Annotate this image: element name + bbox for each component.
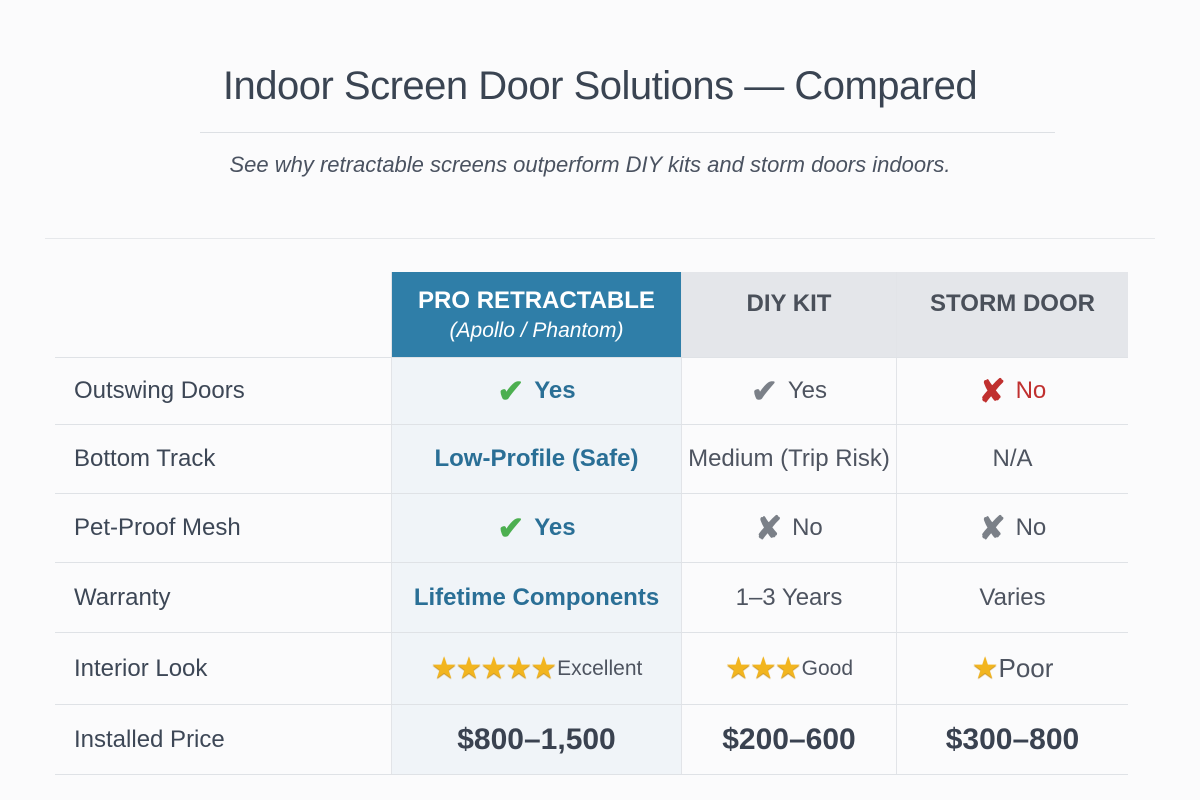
table-cell: Low-Profile (Safe) [392, 425, 682, 493]
cell-text: Yes [787, 377, 827, 404]
table-cell: N/A [897, 425, 1128, 493]
table-cell: Varies [897, 563, 1128, 632]
table-cell: ✔ Yes [392, 358, 682, 424]
cell-text: 1–3 Years [735, 583, 843, 611]
table-cell: 1–3 Years [682, 563, 897, 632]
table-header: PRO RETRACTABLE (Apollo / Phantom) DIY K… [55, 272, 1128, 358]
divider [45, 238, 1155, 239]
header-storm-door: STORM DOOR [897, 272, 1128, 357]
cell-text: Poor [998, 653, 1054, 683]
table-cell: $800–1,500 [392, 705, 682, 774]
cell-text: Lifetime Components [413, 583, 660, 611]
table-cell: $300–800 [897, 705, 1128, 774]
cell-text: No [1015, 514, 1047, 541]
cell-text: $800–1,500 [457, 722, 616, 756]
star-rating-icon: ★ [971, 652, 999, 685]
cell-text: Good [801, 656, 854, 680]
table-row: Interior Look ★★★★★ Excellent ★★★ Good ★ Poor [55, 633, 1128, 705]
table-cell: $200–600 [682, 705, 897, 774]
comparison-table: PRO RETRACTABLE (Apollo / Phantom) DIY K… [55, 272, 1128, 775]
row-label: Interior Look [55, 633, 392, 704]
table-cell: ★ Poor [897, 633, 1128, 704]
cell-text: $200–600 [722, 722, 856, 756]
row-label: Pet-Proof Mesh [55, 494, 392, 562]
cell-text: Yes [534, 377, 576, 404]
subtitle: See why retractable screens outperform D… [229, 152, 951, 177]
header-sublabel: (Apollo / Phantom) [449, 318, 624, 342]
header-diy-kit: DIY KIT [682, 272, 897, 357]
table-cell: ✔ Yes [392, 494, 682, 562]
header-empty [55, 272, 392, 357]
check-icon: ✔ [751, 373, 778, 409]
cross-icon: ✘ [755, 510, 783, 546]
cell-text: Excellent [557, 656, 643, 680]
table-cell: Medium (Trip Risk) [682, 425, 897, 493]
cell-text: N/A [992, 445, 1033, 472]
cell-text: Low-Profile (Safe) [434, 445, 639, 472]
table-cell: ✔ Yes [682, 358, 897, 424]
check-icon: ✔ [497, 373, 525, 409]
table-cell: ✘ No [682, 494, 897, 562]
table-cell: ✘ No [897, 358, 1128, 424]
cell-text: Yes [534, 514, 576, 541]
star-rating-icon: ★★★★★ [430, 652, 557, 685]
cross-icon: ✘ [978, 510, 1006, 546]
cross-icon: ✘ [978, 373, 1006, 409]
row-label: Outswing Doors [55, 358, 392, 424]
row-label: Warranty [55, 563, 392, 632]
table-row: Pet-Proof Mesh ✔ Yes ✘ No ✘ No [55, 494, 1128, 563]
divider [200, 132, 1055, 133]
cell-text: Varies [979, 583, 1046, 611]
table-cell: ★★★★★ Excellent [392, 633, 682, 704]
header-label: PRO RETRACTABLE [418, 286, 655, 314]
table-row: Bottom Track Low-Profile (Safe) Medium (Tr… [55, 425, 1128, 494]
header-pro-retractable: PRO RETRACTABLE (Apollo / Phantom) [392, 272, 682, 357]
cell-text: Medium (Trip Risk) [688, 445, 890, 472]
page-title: Indoor Screen Door Solutions — Compared [222, 64, 978, 108]
table-row: Warranty Lifetime Components 1–3 Years Vari… [55, 563, 1128, 633]
cell-text: No [792, 514, 823, 541]
table-cell: ✘ No [897, 494, 1128, 562]
row-label: Installed Price [55, 705, 392, 774]
cell-text: $300–800 [945, 722, 1080, 756]
table-row: Installed Price $800–1,500 $200–600 $300–80… [55, 705, 1128, 775]
row-label: Bottom Track [55, 425, 392, 493]
cell-text: No [1015, 377, 1047, 404]
check-icon: ✔ [497, 510, 525, 546]
table-row: Outswing Doors ✔ Yes ✔ Yes ✘ No [55, 358, 1128, 425]
star-rating-icon: ★★★ [724, 652, 802, 685]
table-cell: ★★★ Good [682, 633, 897, 704]
table-cell: Lifetime Components [392, 563, 682, 632]
